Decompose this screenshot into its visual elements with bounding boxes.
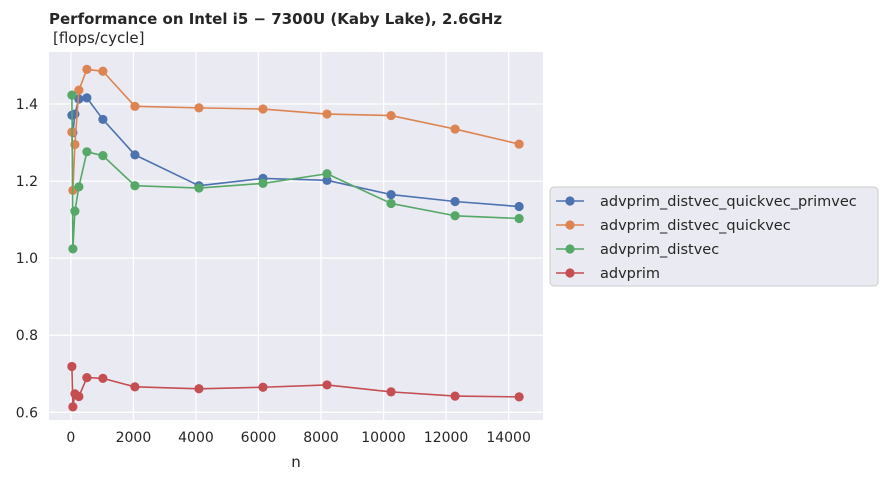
x-tick-label: 8000 bbox=[303, 430, 339, 446]
data-point bbox=[450, 391, 460, 401]
legend-label: advprim bbox=[600, 266, 660, 282]
y-tick-label: 1.2 bbox=[16, 174, 38, 190]
data-point bbox=[82, 373, 92, 383]
data-point bbox=[258, 178, 268, 189]
data-point bbox=[98, 151, 108, 161]
x-tick-label: 6000 bbox=[241, 430, 277, 446]
data-point bbox=[450, 196, 460, 207]
x-tick-label: 0 bbox=[66, 430, 75, 446]
data-point bbox=[386, 198, 396, 209]
x-tick-label: 10000 bbox=[361, 430, 406, 446]
series-layer bbox=[67, 64, 524, 412]
data-point bbox=[98, 114, 108, 125]
x-axis-label: n bbox=[291, 453, 301, 471]
data-point bbox=[68, 244, 78, 254]
data-point bbox=[74, 85, 84, 95]
legend-item: advprim_distvec_quickvec_primvec bbox=[556, 194, 857, 210]
x-tick-label: 12000 bbox=[424, 430, 469, 446]
data-point bbox=[82, 64, 92, 74]
data-point bbox=[130, 101, 140, 111]
data-point bbox=[386, 387, 396, 397]
y-tick-label: 0.6 bbox=[16, 405, 38, 421]
data-point bbox=[70, 206, 80, 216]
series-advprim_distvec_quickvec bbox=[67, 64, 524, 195]
chart-subtitle: [flops/cycle] bbox=[53, 29, 145, 47]
data-point bbox=[386, 110, 396, 121]
data-point bbox=[322, 380, 332, 390]
legend-items: advprim_distvec_quickvec_primvec advprim_… bbox=[556, 194, 857, 282]
data-point bbox=[514, 139, 524, 149]
data-point bbox=[130, 150, 140, 160]
data-point bbox=[322, 175, 332, 185]
legend-swatch-marker bbox=[565, 220, 575, 230]
data-point bbox=[130, 382, 140, 392]
y-tick-label: 0.8 bbox=[16, 328, 38, 344]
data-point bbox=[450, 124, 460, 134]
grid-lines bbox=[49, 52, 543, 420]
legend-swatch-marker bbox=[565, 196, 575, 206]
data-point bbox=[194, 384, 204, 394]
y-axis-ticks: 0.6 0.8 1.0 1.2 1.4 bbox=[16, 97, 38, 421]
data-point bbox=[82, 147, 92, 157]
x-tick-label: 2000 bbox=[116, 430, 152, 446]
x-tick-label: 14000 bbox=[486, 430, 531, 446]
data-point bbox=[514, 201, 524, 212]
x-tick-label: 4000 bbox=[178, 430, 214, 446]
data-point bbox=[258, 104, 268, 114]
data-point bbox=[322, 109, 332, 119]
y-tick-label: 1.0 bbox=[16, 251, 38, 267]
data-point bbox=[386, 189, 396, 200]
data-point bbox=[98, 66, 108, 76]
data-point bbox=[74, 391, 84, 402]
x-axis-ticks: 0 2000 4000 6000 8000 10000 12000 14000 bbox=[66, 430, 530, 446]
legend-item: advprim_distvec_quickvec bbox=[556, 218, 791, 234]
plot-area bbox=[49, 52, 543, 420]
data-point bbox=[258, 382, 268, 392]
legend-swatch-marker bbox=[565, 244, 575, 254]
data-point bbox=[514, 392, 524, 402]
y-tick-label: 1.4 bbox=[16, 97, 38, 113]
data-point bbox=[67, 90, 77, 100]
legend-label: advprim_distvec bbox=[600, 242, 719, 258]
data-point bbox=[450, 211, 460, 221]
data-point bbox=[68, 402, 78, 412]
data-point bbox=[130, 181, 140, 191]
legend-box bbox=[549, 186, 879, 287]
legend-item: advprim bbox=[556, 266, 660, 282]
data-point bbox=[194, 103, 204, 113]
series-advprim bbox=[67, 361, 524, 412]
data-point bbox=[82, 93, 92, 103]
data-point bbox=[194, 183, 204, 193]
data-point bbox=[67, 361, 77, 372]
data-point bbox=[74, 182, 84, 192]
legend: advprim_distvec_quickvec_primvec advprim_… bbox=[549, 186, 879, 287]
data-point bbox=[98, 373, 108, 383]
data-point bbox=[514, 213, 524, 224]
chart-title: Performance on Intel i5 − 7300U (Kaby La… bbox=[49, 10, 502, 28]
data-point bbox=[322, 169, 332, 179]
legend-swatch-marker bbox=[565, 268, 575, 278]
legend-label: advprim_distvec_quickvec_primvec bbox=[600, 194, 857, 210]
legend-item: advprim_distvec bbox=[556, 242, 719, 258]
legend-label: advprim_distvec_quickvec bbox=[600, 218, 791, 234]
series-advprim_distvec bbox=[67, 90, 524, 254]
